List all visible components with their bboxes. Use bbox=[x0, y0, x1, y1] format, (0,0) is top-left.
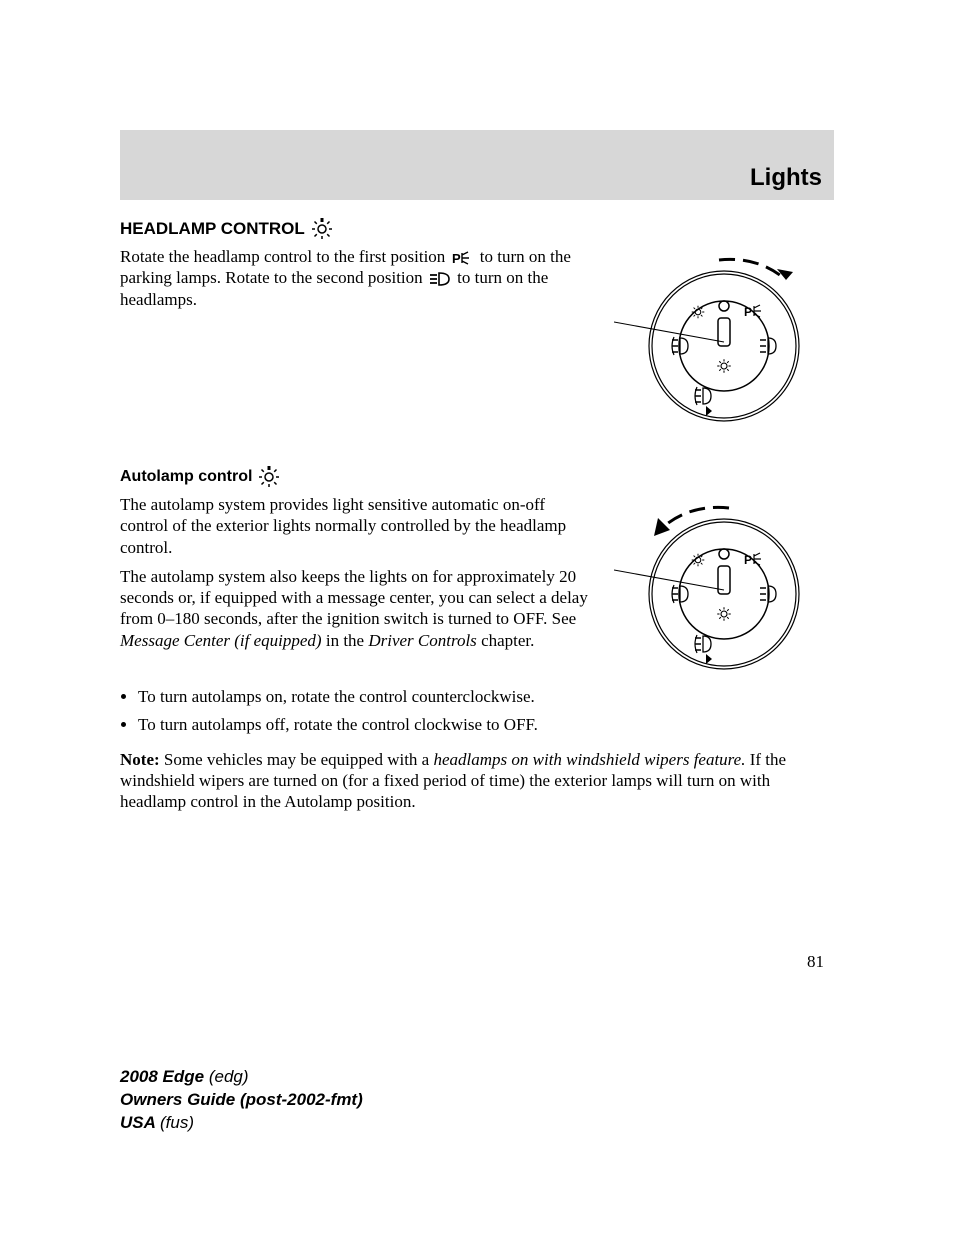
footer-code: (fus) bbox=[160, 1113, 194, 1132]
footer-line-1: 2008 Edge (edg) bbox=[120, 1066, 363, 1089]
text-fragment: chapter. bbox=[477, 631, 535, 650]
chapter-title: Lights bbox=[750, 164, 822, 192]
text-fragment: The autolamp system also keeps the light… bbox=[120, 567, 588, 629]
parking-lamp-icon: P bbox=[450, 249, 476, 267]
page-number: 81 bbox=[120, 952, 834, 972]
svg-text:P: P bbox=[744, 553, 752, 567]
footer-model: 2008 Edge bbox=[120, 1067, 209, 1086]
footer-code: (edg) bbox=[209, 1067, 249, 1086]
note-paragraph: Note: Some vehicles may be equipped with… bbox=[120, 749, 834, 813]
section2-text: The autolamp system provides light sensi… bbox=[120, 494, 594, 659]
section1-row: Rotate the headlamp control to the first… bbox=[120, 246, 834, 426]
section-heading-headlamp: HEADLAMP CONTROL bbox=[120, 218, 834, 240]
svg-text:P: P bbox=[744, 305, 752, 319]
autolamp-sun-icon bbox=[258, 466, 280, 488]
autolamp-dial-figure: P bbox=[614, 494, 834, 674]
headlamp-dial-figure: P bbox=[614, 246, 834, 426]
sub-heading-text: Autolamp control bbox=[120, 468, 252, 486]
section1-text: Rotate the headlamp control to the first… bbox=[120, 246, 594, 318]
text-fragment: Some vehicles may be equipped with a bbox=[160, 750, 434, 769]
section1-paragraph: Rotate the headlamp control to the first… bbox=[120, 246, 594, 310]
note-label: Note: bbox=[120, 750, 160, 769]
text-italic: Driver Controls bbox=[368, 631, 476, 650]
section2-p2: The autolamp system also keeps the light… bbox=[120, 566, 594, 651]
footer-line-3: USA (fus) bbox=[120, 1112, 363, 1135]
chapter-header-bar: Lights bbox=[120, 130, 834, 200]
headlamp-beam-icon bbox=[427, 270, 453, 288]
bullet-item: To turn autolamps off, rotate the contro… bbox=[138, 712, 834, 738]
svg-text:P: P bbox=[452, 251, 461, 266]
text-fragment: in the bbox=[322, 631, 369, 650]
section-heading-text: HEADLAMP CONTROL bbox=[120, 219, 305, 239]
footer-block: 2008 Edge (edg) Owners Guide (post-2002-… bbox=[120, 1066, 363, 1135]
footer-region: USA bbox=[120, 1113, 160, 1132]
text-fragment: Rotate the headlamp control to the first… bbox=[120, 247, 450, 266]
autolamp-bullets: To turn autolamps on, rotate the control… bbox=[138, 684, 834, 739]
text-italic: Message Center (if equipped) bbox=[120, 631, 322, 650]
page-container: Lights HEADLAMP CONTROL Rotate the headl… bbox=[0, 0, 954, 1235]
headlamp-sun-icon bbox=[311, 218, 333, 240]
section2-row: The autolamp system provides light sensi… bbox=[120, 494, 834, 674]
section-heading-autolamp: Autolamp control bbox=[120, 466, 834, 488]
text-italic: headlamps on with windshield wipers feat… bbox=[433, 750, 745, 769]
bullet-item: To turn autolamps on, rotate the control… bbox=[138, 684, 834, 710]
footer-line-2: Owners Guide (post-2002-fmt) bbox=[120, 1089, 363, 1112]
section2-p1: The autolamp system provides light sensi… bbox=[120, 494, 594, 558]
